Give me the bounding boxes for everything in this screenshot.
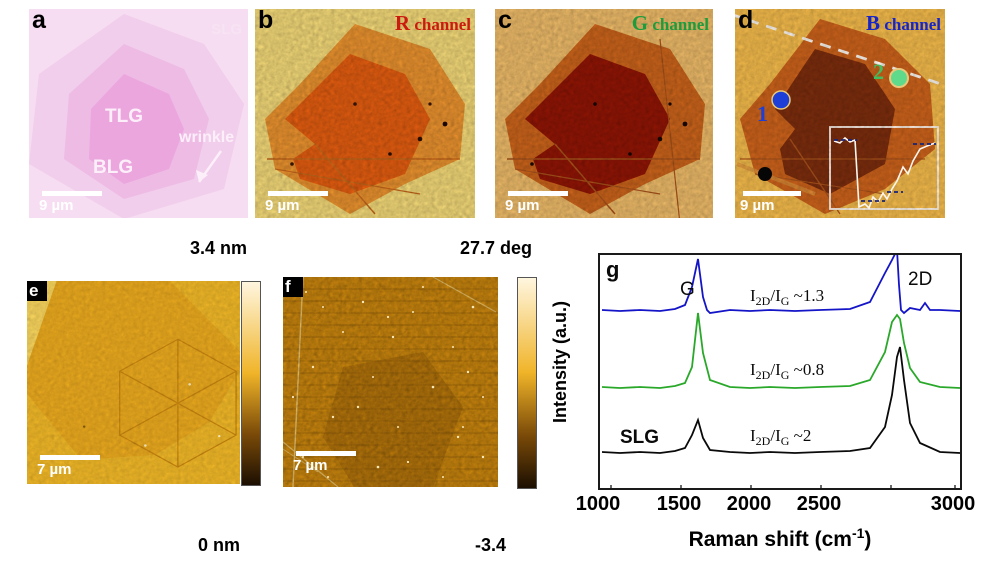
svg-text:g: g	[606, 257, 619, 282]
svg-text:I2D/IG ~0.8: I2D/IG ~0.8	[750, 360, 824, 382]
svg-text:I2D/IG ~1.3: I2D/IG ~1.3	[750, 286, 824, 308]
svg-text:I2D/IG ~2: I2D/IG ~2	[750, 426, 811, 448]
svg-text:2D: 2D	[908, 269, 932, 290]
svg-text:G: G	[680, 279, 695, 300]
svg-text:SLG: SLG	[620, 427, 659, 448]
